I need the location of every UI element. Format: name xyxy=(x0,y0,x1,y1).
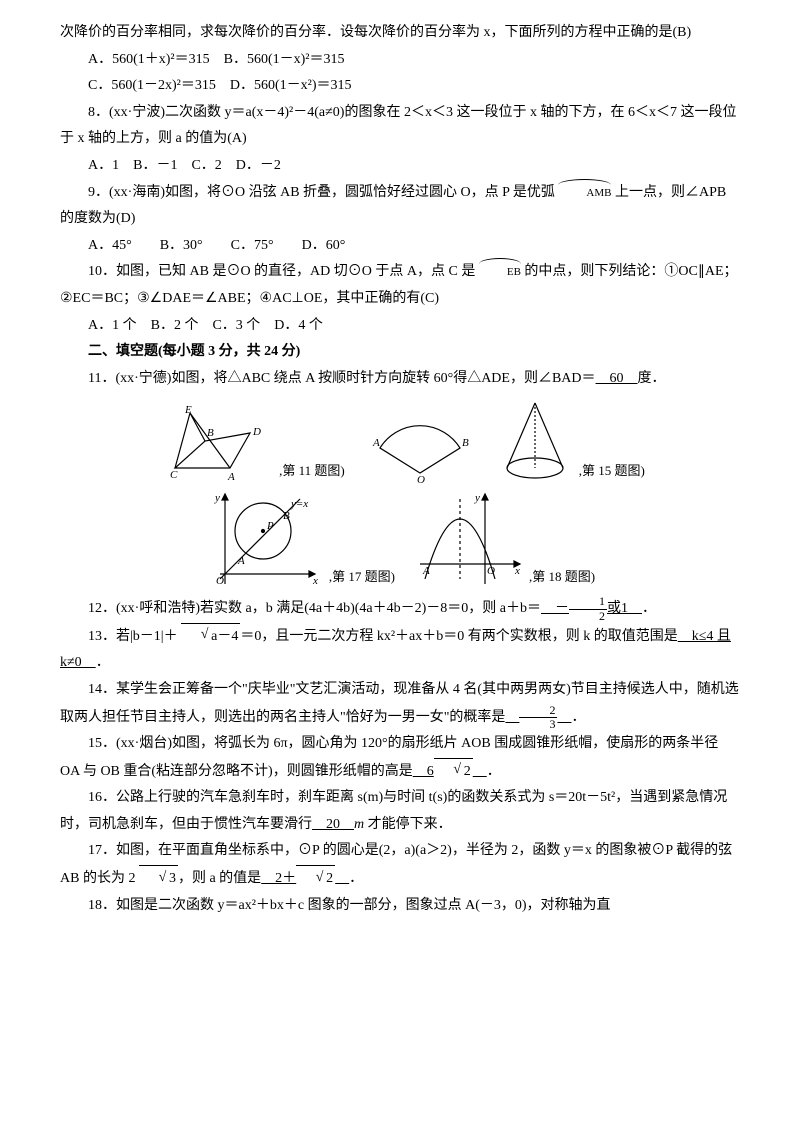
section2-title: 二、填空题(每小题 3 分，共 24 分) xyxy=(60,339,740,366)
q9-stem: 9．(xx·海南)如图，将⊙O 沿弦 AB 折叠，圆弧恰好经过圆心 O，点 P … xyxy=(60,180,740,233)
arc-eb: EB xyxy=(479,262,521,283)
svg-text:B: B xyxy=(283,510,290,522)
q7-intro: 次降价的百分率相同，求每次降价的百分率．设每次降价的百分率为 x，下面所列的方程… xyxy=(60,20,740,47)
q17-sqrt1: 3 xyxy=(139,865,178,893)
q11-stem: 11．(xx·宁德)如图，将△ABC 绕点 A 按顺时针方向旋转 60°得△AD… xyxy=(60,366,740,393)
fig17: O x y y=x P A B ,第 17 题图) xyxy=(205,489,395,589)
q7-opt-ab: A．560(1＋x)²＝315 B．560(1－x)²＝315 xyxy=(60,47,740,74)
fig17-cap: ,第 17 题图) xyxy=(329,565,395,590)
q14-ans: 23 xyxy=(505,710,571,725)
q12-ans-mid: 或1 xyxy=(607,601,628,616)
arc-amb: AMB xyxy=(558,183,611,204)
svg-text:D: D xyxy=(252,426,261,438)
fig11-cap: ,第 11 题图) xyxy=(279,459,345,484)
q12-stem: 12．(xx·呼和浩特)若实数 a，b 满足(4a＋4b)(4a＋4b－2)－8… xyxy=(60,595,740,623)
q9-opts: A．45° B．30° C．75° D．60° xyxy=(60,233,740,260)
q16-ans: 20 xyxy=(312,817,354,832)
svg-text:A: A xyxy=(372,437,380,449)
fig15: ,第 15 题图) xyxy=(495,398,645,483)
svg-text:x: x xyxy=(514,565,520,577)
svg-text:A: A xyxy=(237,555,245,567)
fig18: O x y A ,第 18 题图) xyxy=(415,489,595,589)
q17-stem: 17．如图，在平面直角坐标系中，⊙P 的圆心是(2，a)(a＞2)，半径为 2，… xyxy=(60,838,740,892)
fig15-svg xyxy=(495,398,575,483)
q17-sqrt2: 2 xyxy=(296,865,335,893)
svg-text:C: C xyxy=(170,469,178,481)
fig11: C A D B E ,第 11 题图) xyxy=(155,403,345,483)
q7-c: C．560(1－2x)²＝315 xyxy=(88,78,216,93)
svg-text:y=x: y=x xyxy=(290,498,308,510)
q14-num: 2 xyxy=(519,704,557,718)
q12-a: 12．(xx·呼和浩特)若实数 a，b 满足(4a＋4b)(4a＋4b－2)－8… xyxy=(88,601,541,616)
figure-row-1: C A D B E ,第 11 题图) O A B ,第 15 题图) xyxy=(60,398,740,483)
fig-sector-svg: O A B xyxy=(365,408,475,483)
q15-ans: 62 xyxy=(413,764,487,779)
q14-den: 3 xyxy=(519,718,557,731)
q13-stem: 13．若|b－1|＋ a－4＝0，且一元二次方程 kx²＋ax＋b＝0 有两个实… xyxy=(60,623,740,677)
q11-a: 11．(xx·宁德)如图，将△ABC 绕点 A 按顺时针方向旋转 60°得△AD… xyxy=(88,371,596,386)
svg-text:O: O xyxy=(216,575,224,587)
q13-b: ＝0，且一元二次方程 kx²＋ax＋b＝0 有两个实数根，则 k 的取值范围是 xyxy=(240,629,677,644)
q17-ans: 2＋2 xyxy=(261,871,349,886)
fig-sector: O A B xyxy=(365,408,475,483)
q8-stem: 8．(xx·宁波)二次函数 y＝a(x－4)²－4(a≠0)的图象在 2＜x＜3… xyxy=(60,100,740,153)
q7-b: B．560(1－x)²＝315 xyxy=(224,52,345,67)
fig18-cap: ,第 18 题图) xyxy=(529,565,595,590)
fig15-cap: ,第 15 题图) xyxy=(579,459,645,484)
q9-stem-a: 9．(xx·海南)如图，将⊙O 沿弦 AB 折叠，圆弧恰好经过圆心 O，点 P … xyxy=(88,185,555,200)
fig11-svg: C A D B E xyxy=(155,403,275,483)
q14-a: 14．某学生会正筹备一个"庆毕业"文艺汇演活动，现准备从 4 名(其中两男两女)… xyxy=(60,682,739,725)
fig17-svg: O x y y=x P A B xyxy=(205,489,325,589)
q13-c: ． xyxy=(96,655,110,670)
q12-den: 2 xyxy=(569,610,607,623)
q7-a: A．560(1＋x)²＝315 xyxy=(88,52,210,67)
q10-opts: A．1 个 B．2 个 C．3 个 D．4 个 xyxy=(60,313,740,340)
q16-b: 才能停下来． xyxy=(364,817,452,832)
q7-d: D．560(1－x²)＝315 xyxy=(230,78,352,93)
q15-sqrt: 2 xyxy=(434,758,473,786)
figure-row-2: O x y y=x P A B ,第 17 题图) O x y A ,第 18 … xyxy=(60,489,740,589)
q7-opt-cd: C．560(1－2x)²＝315 D．560(1－x²)＝315 xyxy=(60,73,740,100)
q18-stem: 18．如图是二次函数 y＝ax²＋bx＋c 图象的一部分，图象过点 A(－3，0… xyxy=(60,893,740,920)
svg-text:O: O xyxy=(417,474,425,483)
svg-text:O: O xyxy=(487,565,495,577)
q12-num: 1 xyxy=(569,595,607,609)
q13-a: 13．若|b－1|＋ xyxy=(88,629,178,644)
q12-ans: －12或1 xyxy=(541,601,642,616)
q12-frac: 12 xyxy=(569,595,607,622)
svg-text:B: B xyxy=(207,427,214,439)
q17-b: ，则 a 的值是 xyxy=(178,871,261,886)
q16-stem: 16．公路上行驶的汽车急刹车时，刹车距离 s(m)与时间 t(s)的函数关系式为… xyxy=(60,785,740,838)
q15-a: 15．(xx·烟台)如图，将弧长为 6π，圆心角为 120°的扇形纸片 AOB … xyxy=(60,736,718,779)
q14-frac: 23 xyxy=(519,704,557,731)
svg-text:E: E xyxy=(184,404,192,416)
q16-unit: m xyxy=(354,817,364,832)
q10-stem: 10．如图，已知 AB 是⊙O 的直径，AD 切⊙O 于点 A，点 C 是 EB… xyxy=(60,259,740,312)
q12-b: ． xyxy=(642,601,656,616)
q11-b: 度． xyxy=(638,371,666,386)
svg-text:A: A xyxy=(422,565,430,577)
q17-c: ． xyxy=(349,871,363,886)
fig18-svg: O x y A xyxy=(415,489,525,589)
q15-b: ． xyxy=(487,764,501,779)
svg-text:y: y xyxy=(474,492,480,504)
q15-stem: 15．(xx·烟台)如图，将弧长为 6π，圆心角为 120°的扇形纸片 AOB … xyxy=(60,731,740,785)
svg-text:x: x xyxy=(312,575,318,587)
q13-sqrt: a－4 xyxy=(181,623,240,651)
svg-text:A: A xyxy=(227,471,235,483)
q14-b: ． xyxy=(571,710,585,725)
q8-opts: A．1 B．－1 C．2 D．－2 xyxy=(60,153,740,180)
q10-stem-a: 10．如图，已知 AB 是⊙O 的直径，AD 切⊙O 于点 A，点 C 是 xyxy=(88,264,475,279)
svg-text:P: P xyxy=(266,520,274,532)
svg-text:B: B xyxy=(462,437,469,449)
q12-ans-pre: － xyxy=(541,601,569,616)
q11-ans: 60 xyxy=(596,371,638,386)
q14-stem: 14．某学生会正筹备一个"庆毕业"文艺汇演活动，现准备从 4 名(其中两男两女)… xyxy=(60,677,740,731)
svg-text:y: y xyxy=(214,492,220,504)
